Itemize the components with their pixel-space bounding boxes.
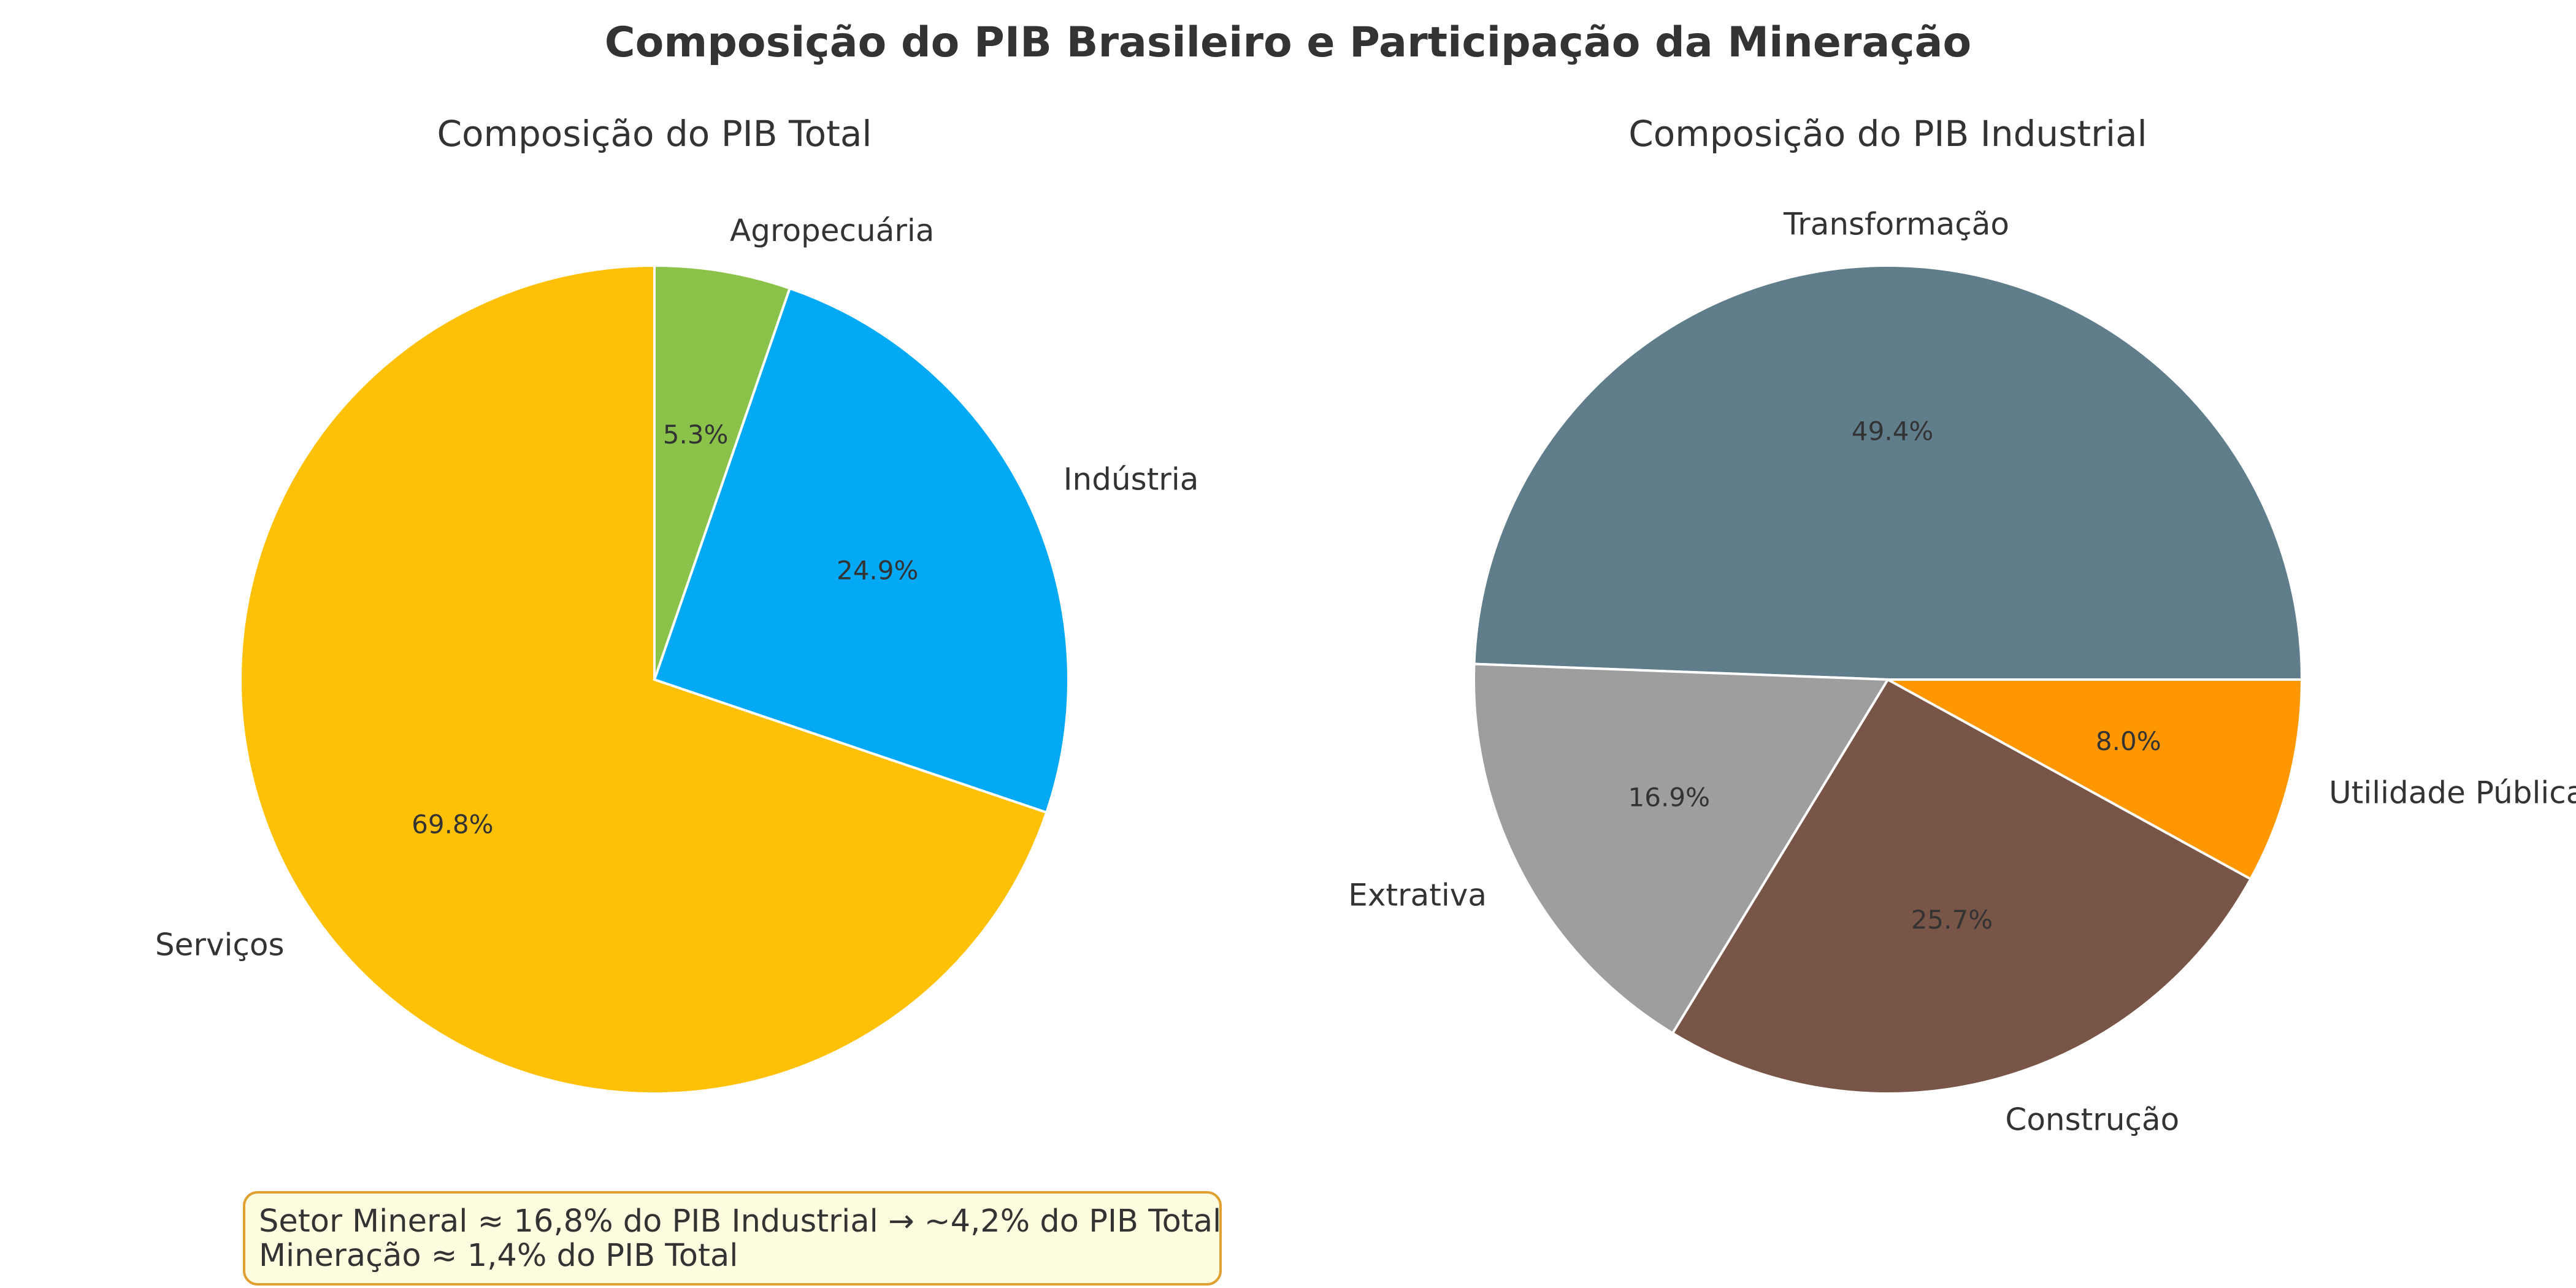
slice-percent-agropecuaria: 5.3%: [663, 420, 729, 450]
pie-title: Composição do PIB Total: [437, 113, 872, 155]
slice-label-industria: Indústria: [1064, 461, 1199, 497]
slice-percent-utilidade-publica: 8.0%: [2096, 726, 2161, 756]
pie-chart-pib-industrial: Composição do PIB Industrial Transformaç…: [1348, 113, 2576, 1137]
slice-percent-servicos: 69.8%: [412, 809, 493, 839]
annotation-box: Setor Mineral ≈ 16,8% do PIB Industrial …: [243, 1191, 1222, 1286]
pie-slice-industria: [653, 286, 1070, 815]
slice-label-construcao: Construção: [2005, 1102, 2179, 1137]
pie-slice-agropecuaria: [653, 264, 792, 680]
pie-slice-servicos: [239, 264, 1048, 1095]
pie-slice-utilidade-publica: [1887, 678, 2304, 881]
pie-chart-pib-total: Composição do PIB Total Serviços 69.8% Ind…: [155, 113, 1199, 1095]
slice-label-utilidade-publica: Utilidade Pública: [2329, 775, 2576, 811]
slice-label-servicos: Serviços: [155, 927, 285, 963]
slice-percent-industria: 24.9%: [837, 555, 918, 585]
slice-label-transformacao: Transformação: [1783, 207, 2009, 242]
figure-title: Composição do PIB Brasileiro e Participa…: [605, 18, 1972, 67]
pie-title: Composição do PIB Industrial: [1628, 113, 2147, 155]
pie-slice-transformacao: [1473, 264, 2304, 681]
slice-label-agropecuaria: Agropecuária: [730, 213, 934, 248]
slice-percent-transformacao: 49.4%: [1852, 416, 1933, 447]
slice-percent-construcao: 25.7%: [1911, 905, 1993, 935]
pie-slice-construcao: [1671, 678, 2253, 1095]
annotation-line-2: Mineração ≈ 1,4% do PIB Total: [259, 1238, 738, 1274]
annotation-line-1: Setor Mineral ≈ 16,8% do PIB Industrial …: [259, 1203, 1221, 1240]
slice-percent-extrativa: 16.9%: [1628, 782, 1710, 812]
slice-label-extrativa: Extrativa: [1348, 878, 1487, 913]
pie-slice-extrativa: [1473, 662, 1890, 1035]
annotation-box-background: [243, 1191, 1222, 1286]
